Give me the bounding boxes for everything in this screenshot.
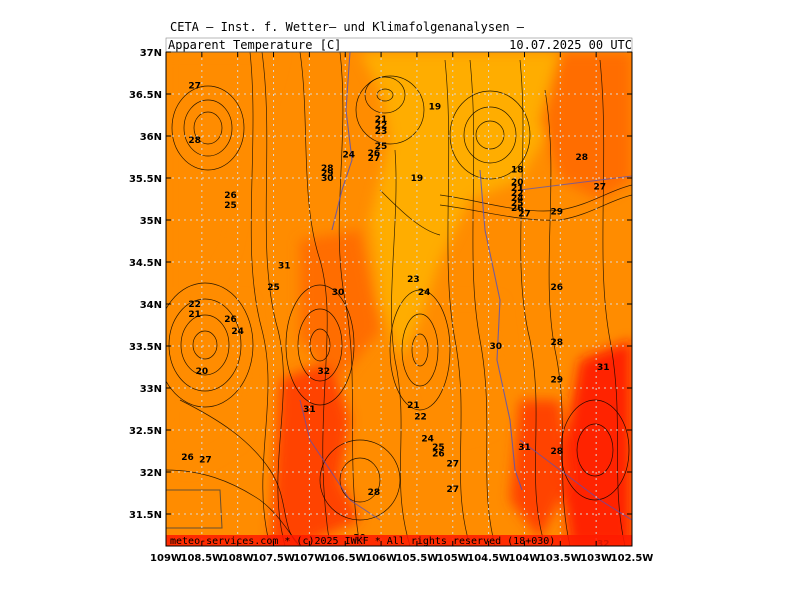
copyright-footer: meteo-services.com * (c)2025 IWKF * All … (170, 536, 555, 547)
contour-label: 27 (447, 485, 460, 495)
latitude-tick-label: 32.5N (129, 426, 162, 437)
contour-label: 31 (303, 405, 316, 415)
contour-label: 25 (267, 283, 280, 293)
contour-label: 31 (597, 363, 610, 373)
state-borders (166, 52, 632, 529)
longitude-tick-label: 107.5W (252, 553, 295, 564)
longitude-tick-label: 105W (437, 553, 469, 564)
contour-label: 24 (511, 194, 524, 204)
longitude-tick-label: 108.5W (181, 553, 224, 564)
axis-ticks (165, 51, 633, 546)
valid-time-label: 10.07.2025 00 UTC (509, 38, 632, 52)
latitude-tick-label: 37N (140, 48, 162, 59)
latitude-tick-label: 35.5N (129, 174, 162, 185)
contour-label: 27 (188, 82, 201, 92)
contour-label: 29 (550, 208, 563, 218)
latitude-tick-label: 34N (140, 300, 162, 311)
contour-label: 25 (432, 443, 445, 453)
longitude-tick-label: 106.5W (324, 553, 367, 564)
contour-label: 26 (368, 149, 381, 159)
latitude-tick-label: 33N (140, 384, 162, 395)
contour-label: 28 (188, 136, 201, 146)
longitude-tick-label: 109W (150, 553, 182, 564)
contour-label: 28 (368, 488, 381, 498)
contour-label: 30 (490, 342, 503, 352)
latitude-tick-label: 31.5N (129, 510, 162, 521)
latitude-axis: 37N 36.5N 36N 35.5N 35N 34.5N 34N 33.5N 33N 32.5N… (129, 48, 162, 521)
latitude-tick-label: 35N (140, 216, 162, 227)
latitude-tick-label: 32N (140, 468, 162, 479)
contour-label: 20 (196, 367, 209, 377)
contour-label: 27 (518, 209, 531, 219)
contour-label: 27 (593, 182, 606, 192)
contour-label: 27 (368, 154, 381, 164)
contour-label: 30 (332, 288, 345, 298)
contour-label: 22 (511, 189, 524, 199)
contour-label: 23 (407, 275, 420, 285)
contour-lines (166, 52, 632, 546)
latitude-tick-label: 36N (140, 132, 162, 143)
contour-label: 27 (447, 460, 460, 470)
contour-label: 28 (576, 153, 589, 163)
longitude-tick-label: 104.5W (467, 553, 510, 564)
longitude-tick-label: 103.5W (539, 553, 582, 564)
contour-label: 24 (418, 288, 431, 298)
latitude-tick-label: 33.5N (129, 342, 162, 353)
contour-label: 21 (407, 401, 420, 411)
contour-label: 27 (199, 455, 212, 465)
contour-label: 30 (321, 174, 334, 184)
longitude-tick-label: 108W (222, 553, 254, 564)
contour-label: 19 (429, 103, 442, 113)
longitude-tick-label: 107W (293, 553, 325, 564)
longitude-tick-label: 105.5W (396, 553, 439, 564)
variable-label: Apparent Temperature [C] (168, 38, 342, 52)
temperature-shading (166, 52, 632, 546)
latitude-tick-label: 36.5N (129, 90, 162, 101)
contour-label: 26 (550, 283, 563, 293)
chart-title: CETA — Inst. f. Wetter— und Klimafolgena… (170, 20, 525, 34)
contour-label: 21 (188, 310, 201, 320)
contour-label: 22 (188, 300, 201, 310)
contour-label: 26 (181, 453, 194, 463)
contour-label: 22 (375, 121, 388, 131)
contour-label: 26 (511, 204, 524, 214)
header-box (165, 37, 633, 53)
contour-label: 32 (317, 367, 330, 377)
contour-label: 28 (550, 447, 563, 457)
contour-label: 26 (432, 450, 445, 460)
contour-label: 28 (550, 338, 563, 348)
contour-label: 25 (224, 201, 237, 211)
contour-label: 24 (343, 150, 356, 160)
contour-label: 29 (550, 376, 563, 386)
contour-label: 21 (511, 184, 524, 194)
contour-label: 23 (375, 127, 388, 137)
longitude-tick-label: 103W (580, 553, 612, 564)
longitude-tick-label: 104W (509, 553, 541, 564)
contour-label: 28 (321, 164, 334, 174)
contour-label: 24 (231, 327, 244, 337)
longitude-tick-label: 106W (365, 553, 397, 564)
longitude-axis: 109W108.5W108W107.5W107W106.5W106W105.5W… (150, 553, 653, 564)
contour-label: 19 (411, 174, 424, 184)
contour-label: 21 (375, 115, 388, 125)
longitude-tick-label: 102.5W (611, 553, 654, 564)
contour-label: 20 (511, 178, 524, 188)
contour-label: 31 (278, 261, 291, 271)
contour-label: 24 (421, 434, 434, 444)
lat-lon-grid (166, 52, 632, 546)
latitude-tick-label: 34.5N (129, 258, 162, 269)
contour-label: 31 (518, 443, 531, 453)
contour-label: 26 (224, 315, 237, 325)
contour-label: 25 (511, 199, 524, 209)
contour-label: 22 (414, 413, 427, 423)
contour-label: 29 (321, 169, 334, 179)
contour-label: 25 (375, 142, 388, 152)
contour-label: 26 (224, 191, 237, 201)
contour-label: 18 (511, 166, 524, 176)
